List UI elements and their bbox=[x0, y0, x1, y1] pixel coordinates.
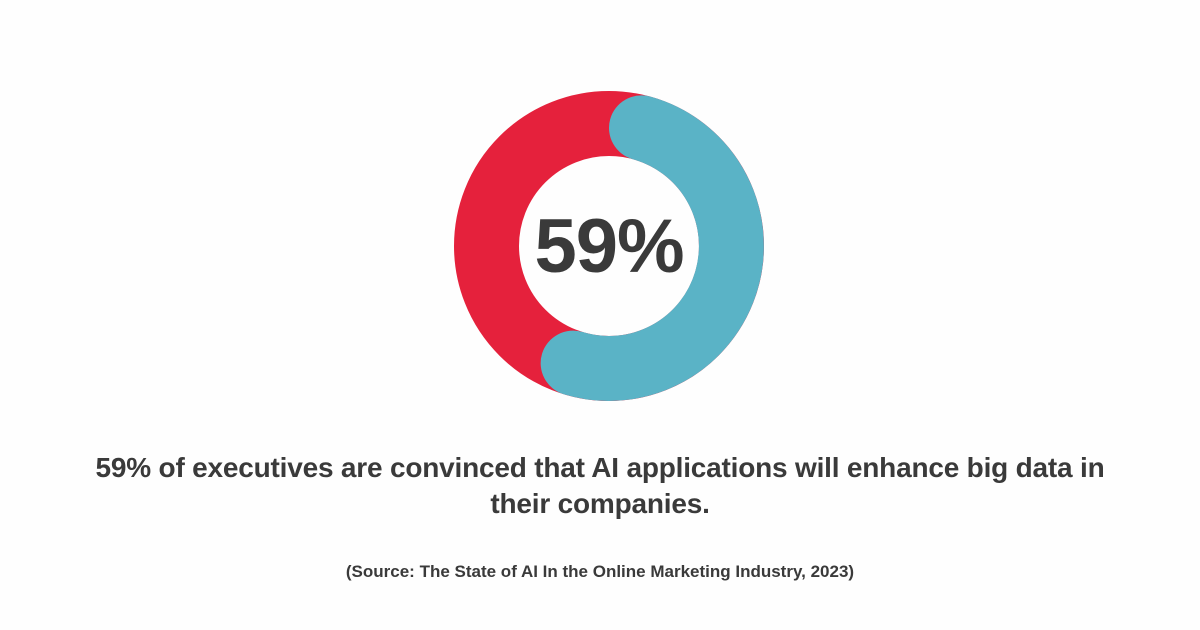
source-attribution: (Source: The State of AI In the Online M… bbox=[345, 562, 855, 581]
statistic-caption: 59% of executives are convinced that AI … bbox=[95, 452, 1105, 519]
donut-segment-highlight bbox=[540, 95, 764, 401]
donut-center-label: 59% bbox=[534, 203, 684, 289]
donut-chart: 59% bbox=[439, 76, 779, 416]
donut-svg bbox=[454, 91, 764, 401]
